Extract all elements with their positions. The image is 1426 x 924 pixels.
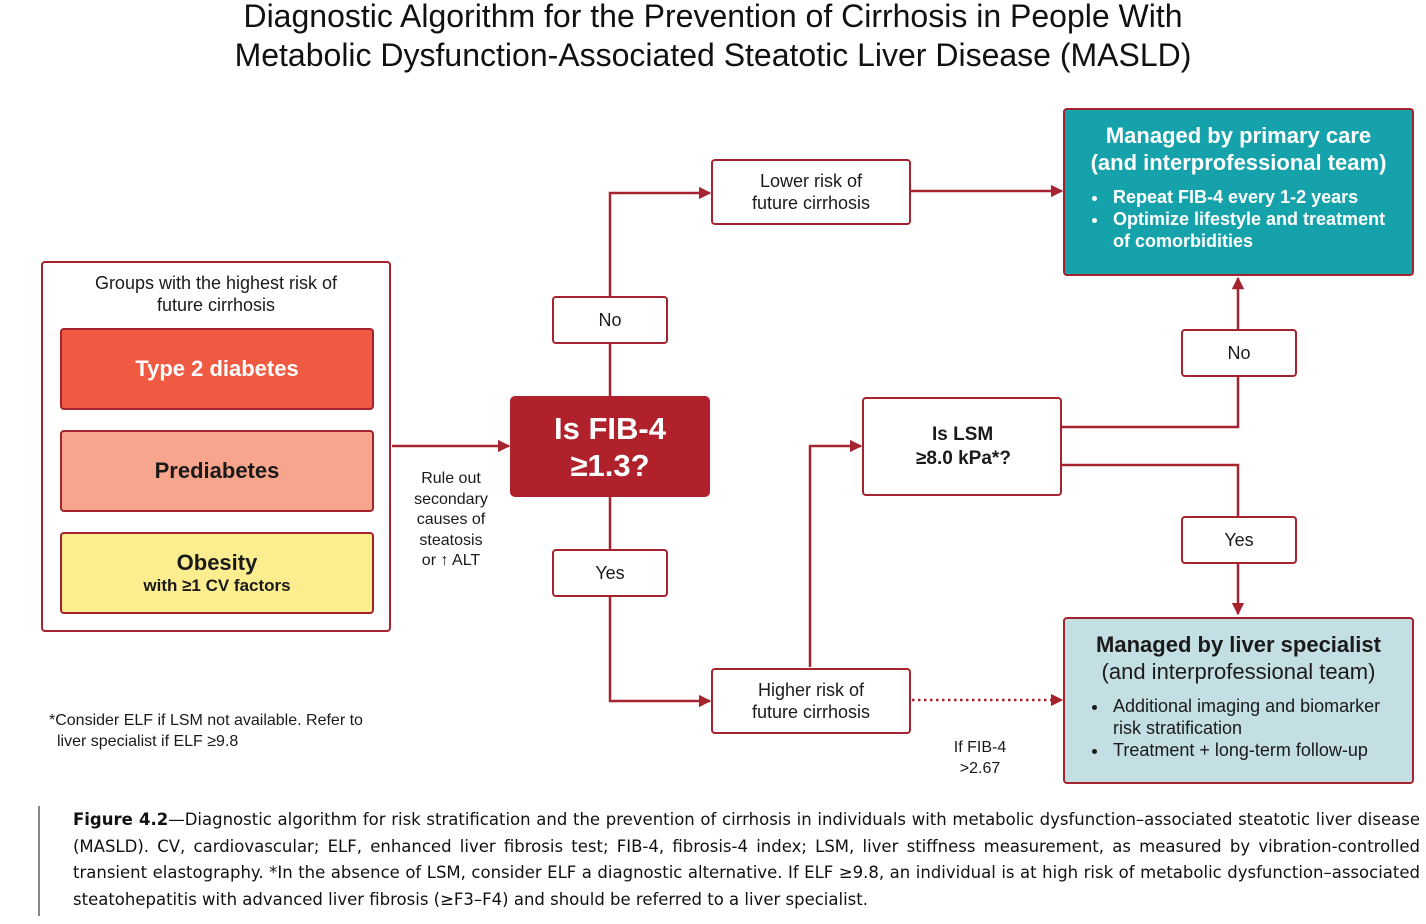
line-lsm-yes xyxy=(1062,463,1245,616)
risk-groups-heading: Groups with the highest risk of future c… xyxy=(94,273,338,315)
risk-group-type2-diabetes: Type 2 diabetes xyxy=(60,328,374,410)
branch-label-yes-lsm: Yes xyxy=(1181,516,1297,564)
liver-specialist-title: Managed by liver specialist (and interpr… xyxy=(1096,632,1381,684)
decision-lsm: Is LSM ≥8.0 kPa*? xyxy=(862,397,1062,496)
line-lsm-no xyxy=(1062,276,1245,429)
primary-care-title: Managed by primary care (and interprofes… xyxy=(1090,123,1387,175)
liver-specialist-bullets: Additional imaging and biomarker risk st… xyxy=(1081,695,1396,761)
rule-out-note: Rule out secondary causes of steatosis o… xyxy=(414,470,488,569)
footnote: *Consider ELF if LSM not available. Refe… xyxy=(49,712,363,750)
branch-label-yes-fib4: Yes xyxy=(552,549,668,597)
risk-group-prediabetes: Prediabetes xyxy=(60,430,374,512)
primary-care-box: Managed by primary care (and interprofes… xyxy=(1063,108,1414,276)
lower-risk-box: Lower risk of future cirrhosis xyxy=(711,159,911,225)
branch-label-no-lsm: No xyxy=(1181,329,1297,377)
fib4-threshold-note: If FIB-4 >2.67 xyxy=(953,739,1007,777)
primary-care-bullet: Optimize lifestyle and treatment of como… xyxy=(1109,208,1396,252)
liver-specialist-bullet: Treatment + long-term follow-up xyxy=(1109,739,1396,761)
caption-text: —Diagnostic algorithm for risk stratific… xyxy=(73,810,1420,909)
figure-caption: Figure 4.2—Diagnostic algorithm for risk… xyxy=(73,807,1420,913)
primary-care-bullet: Repeat FIB-4 every 1-2 years xyxy=(1109,186,1396,208)
higher-risk-box: Higher risk of future cirrhosis xyxy=(711,668,911,734)
line-higher-to-lsm xyxy=(808,439,863,667)
figure-title-line2: Metabolic Dysfunction-Associated Steatot… xyxy=(234,37,1192,73)
caption-label: Figure 4.2 xyxy=(73,810,169,829)
primary-care-bullets: Repeat FIB-4 every 1-2 years Optimize li… xyxy=(1081,186,1396,252)
decision-fib4: Is FIB-4 ≥1.3? xyxy=(510,396,710,497)
liver-specialist-bullet: Additional imaging and biomarker risk st… xyxy=(1109,695,1396,739)
liver-specialist-box: Managed by liver specialist (and interpr… xyxy=(1063,617,1414,784)
line-fib4-no xyxy=(608,186,712,397)
branch-label-no-fib4: No xyxy=(552,296,668,344)
line-fib4-yes xyxy=(608,497,712,708)
figure-title-line1: Diagnostic Algorithm for the Prevention … xyxy=(243,0,1183,34)
caption-rule xyxy=(38,806,40,916)
risk-group-obesity: Obesity with ≥1 CV factors xyxy=(60,532,374,614)
